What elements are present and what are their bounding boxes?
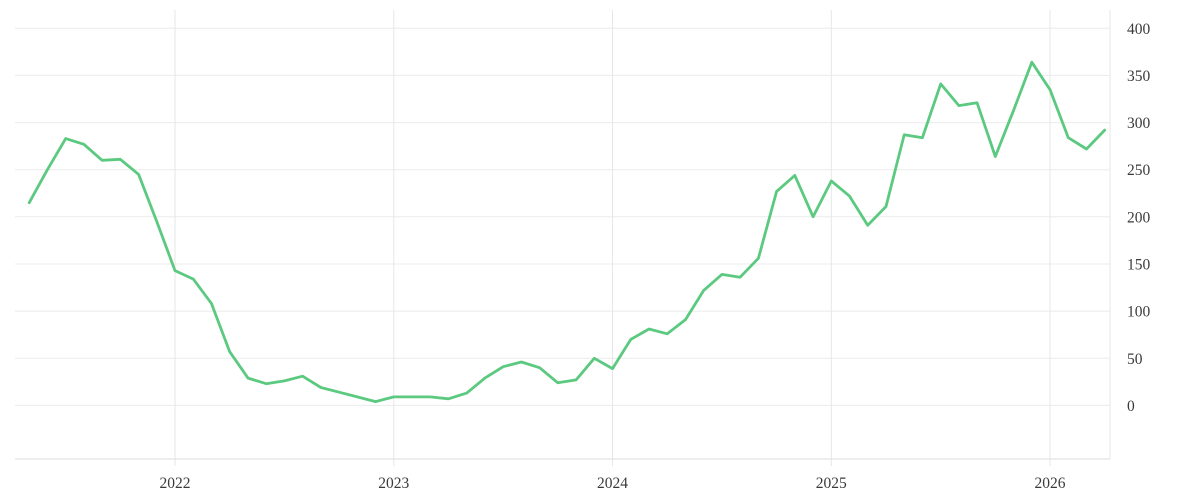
x-axis-labels: 2022 2023 2024 2025 2026 [160, 475, 1066, 492]
y-tick-label: 250 [1127, 162, 1151, 179]
y-tick-label: 50 [1127, 351, 1143, 368]
y-tick-label: 0 [1127, 398, 1135, 415]
x-tick-label: 2026 [1035, 475, 1066, 492]
y-tick-label: 400 [1127, 21, 1151, 38]
x-tick-label: 2023 [378, 475, 409, 492]
x-tick-label: 2024 [597, 475, 628, 492]
y-tick-label: 300 [1127, 115, 1151, 132]
series-line-value [27, 60, 1107, 404]
y-gridlines [15, 27, 1110, 406]
x-tick-label: 2025 [816, 475, 847, 492]
y-tick-label: 200 [1127, 209, 1151, 226]
y-tick-label: 100 [1127, 304, 1151, 321]
y-tick-label: 350 [1127, 68, 1151, 85]
y-axis-labels: 0 50 100 150 200 250 300 350 400 [1127, 21, 1151, 415]
y-tick-label: 150 [1127, 257, 1151, 274]
x-gridlines [174, 10, 1111, 466]
x-tick-label: 2022 [160, 475, 191, 492]
